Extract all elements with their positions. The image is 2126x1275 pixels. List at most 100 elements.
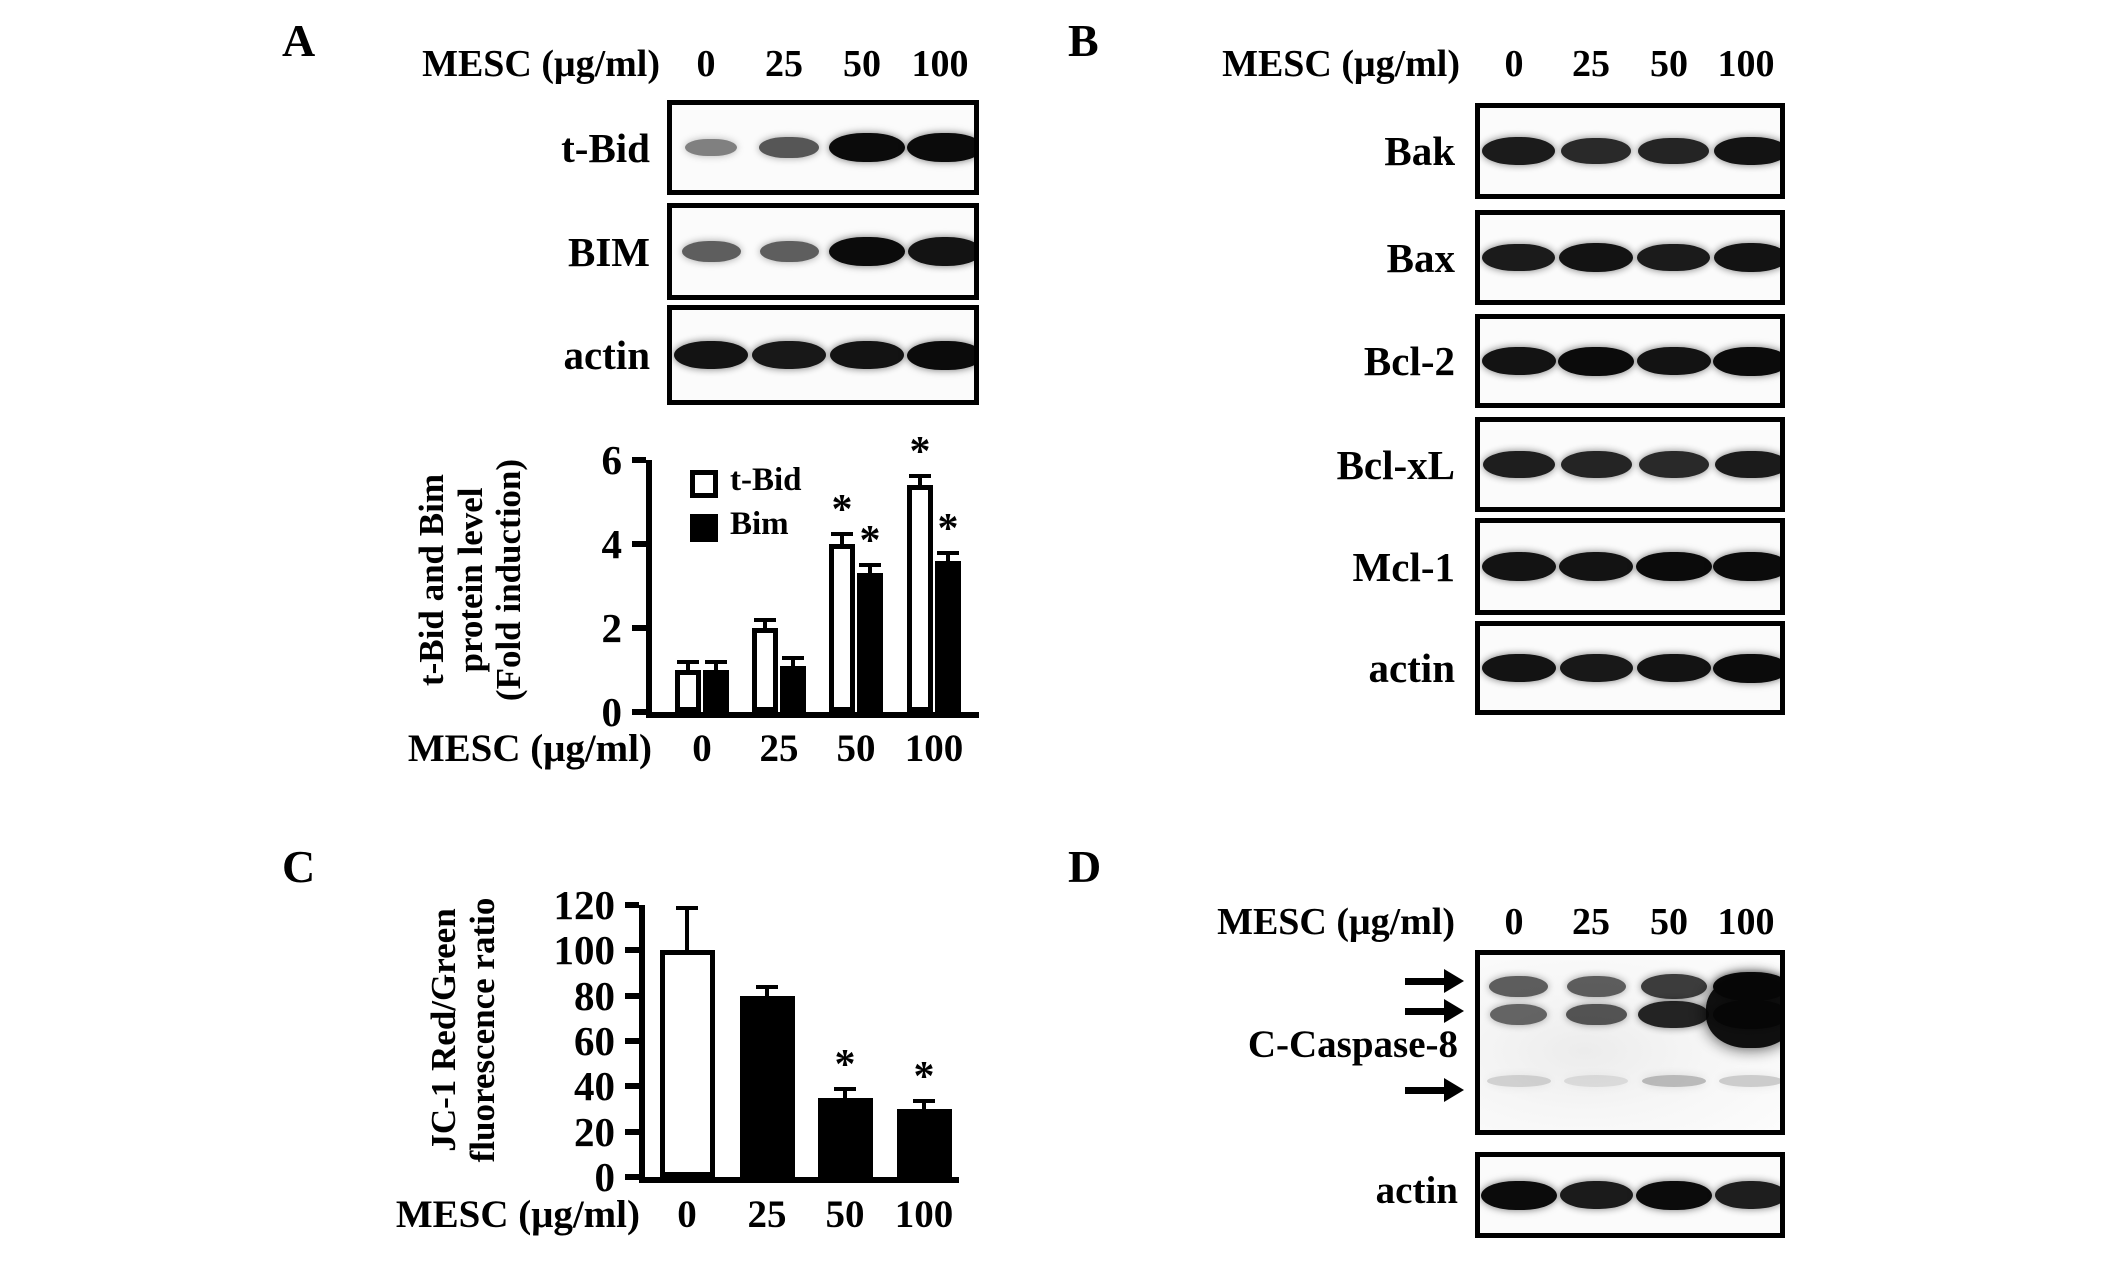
panel-b-label: B <box>1068 15 1099 66</box>
blot-band <box>1713 346 1780 376</box>
significance-asterisk: * <box>859 518 881 565</box>
y-tick-label: 20 <box>574 1108 615 1155</box>
blot-band <box>758 136 820 159</box>
caspase-faint-band <box>1564 1075 1629 1087</box>
error-bar-cap <box>676 905 698 910</box>
panel-c-chart-xlabel: MESC (μg/ml) <box>395 1193 640 1236</box>
y-tick-label: 0 <box>594 1154 616 1200</box>
blot-band <box>1480 1180 1557 1210</box>
blot-band <box>1561 137 1632 165</box>
y-tick-label: 80 <box>574 972 615 1019</box>
legend-label-t-Bid: t-Bid <box>730 462 802 498</box>
blot-box-t-Bid <box>667 100 979 195</box>
y-tick <box>632 457 646 463</box>
error-bar-cap <box>831 531 853 536</box>
blot-box-Bcl-2 <box>1475 314 1785 408</box>
blot-label-BIM: BIM <box>568 228 650 275</box>
error-bar-cap <box>754 618 776 622</box>
dose-label-100: 100 <box>1717 901 1775 943</box>
caspase-faint-band <box>1719 1075 1780 1087</box>
error-bar-cap <box>859 563 881 568</box>
error-bar-stem <box>946 554 950 561</box>
caspase-faint-band <box>1486 1075 1551 1087</box>
blot-band <box>1714 136 1780 166</box>
y-tick-label: 0 <box>601 689 623 735</box>
caspase8-blot-label: C-Caspase-8 <box>1247 1023 1458 1066</box>
chart-plot-panel-C <box>639 905 959 1183</box>
panel-a-chart-xlabel: MESC (μg/ml) <box>407 727 652 770</box>
blot-label-actin: actin <box>563 332 650 378</box>
blot-box-actin <box>1475 621 1785 715</box>
dose-label-0: 0 <box>696 43 716 85</box>
x-category-label-50: 50 <box>825 1193 865 1236</box>
blot-band <box>684 138 738 157</box>
y-tick <box>632 625 646 631</box>
blot-band <box>1638 451 1709 478</box>
bar-JC-1 ratio-0 <box>659 950 715 1177</box>
blot-band <box>907 133 974 162</box>
blot-band <box>1560 451 1632 478</box>
blot-band <box>1482 243 1556 272</box>
bar-Bim-0 <box>703 670 729 712</box>
panel-a-chart-ylabel: t-Bid and Bim protein level (Fold induct… <box>412 439 528 721</box>
y-tick <box>625 1038 639 1044</box>
blot-label-Bcl-2: Bcl-2 <box>1363 338 1455 384</box>
significance-asterisk: * <box>831 486 853 533</box>
y-tick <box>632 541 646 547</box>
error-bar-stem <box>843 1090 847 1098</box>
x-category-label-25: 25 <box>747 1193 787 1236</box>
x-category-label-50: 50 <box>836 727 876 770</box>
bar-JC-1 ratio-25 <box>739 995 795 1177</box>
blot-band <box>1714 450 1780 479</box>
bar-t-Bid-100 <box>907 485 933 712</box>
bar-t-Bid-25 <box>752 628 778 712</box>
dose-label-50: 50 <box>1650 901 1688 943</box>
band-arrow-1 <box>1405 969 1464 993</box>
blot-box-actin <box>667 305 979 405</box>
error-bar-cap <box>834 1086 856 1091</box>
blot-band <box>1482 137 1556 165</box>
blot-band <box>1558 346 1635 376</box>
dose-label-25: 25 <box>1572 901 1610 943</box>
error-bar-cap <box>913 1099 935 1103</box>
error-bar-stem <box>765 988 769 996</box>
panel-d-actin-label: actin <box>1375 1169 1458 1212</box>
blot-band <box>681 241 741 262</box>
dose-label-25: 25 <box>1572 43 1610 85</box>
y-tick <box>632 709 646 715</box>
x-category-label-0: 0 <box>677 1193 697 1236</box>
x-category-label-25: 25 <box>759 727 799 770</box>
y-tick-label: 4 <box>601 521 623 567</box>
significance-asterisk: * <box>909 428 931 475</box>
panel-d-dose-header: MESC (μg/ml) <box>1217 901 1455 943</box>
y-tick <box>625 947 639 954</box>
blot-box-Bax <box>1475 210 1785 305</box>
blot-label-t-Bid: t-Bid <box>561 124 650 171</box>
dose-label-100: 100 <box>911 43 969 85</box>
blot-label-Mcl-1: Mcl-1 <box>1352 543 1455 590</box>
blot-band <box>1713 653 1780 683</box>
blot-band <box>1638 137 1710 165</box>
dose-label-100: 100 <box>1717 43 1775 85</box>
y-tick-label: 40 <box>574 1063 615 1110</box>
y-tick <box>625 902 639 908</box>
error-bar-cap <box>782 655 804 660</box>
error-bar-cap <box>677 660 699 664</box>
significance-asterisk: * <box>913 1054 935 1100</box>
bar-Bim-100 <box>935 560 961 712</box>
band-arrow-2 <box>1405 999 1464 1023</box>
ylabel-line: protein level <box>450 487 490 673</box>
ylabel-line: JC-1 Red/Green <box>424 908 463 1152</box>
bar-JC-1 ratio-50 <box>817 1097 873 1177</box>
blot-band <box>829 340 905 370</box>
blot-band <box>759 241 819 262</box>
error-bar-stem <box>922 1103 926 1109</box>
ylabel-line: (Fold induction) <box>489 458 528 702</box>
blot-band <box>1637 243 1711 272</box>
blot-box-Bak <box>1475 103 1785 199</box>
blot-label-Bax: Bax <box>1386 234 1455 281</box>
error-bar-stem <box>685 909 689 951</box>
blot-label-Bak: Bak <box>1384 128 1455 174</box>
legend-swatch-t-Bid <box>690 470 718 498</box>
